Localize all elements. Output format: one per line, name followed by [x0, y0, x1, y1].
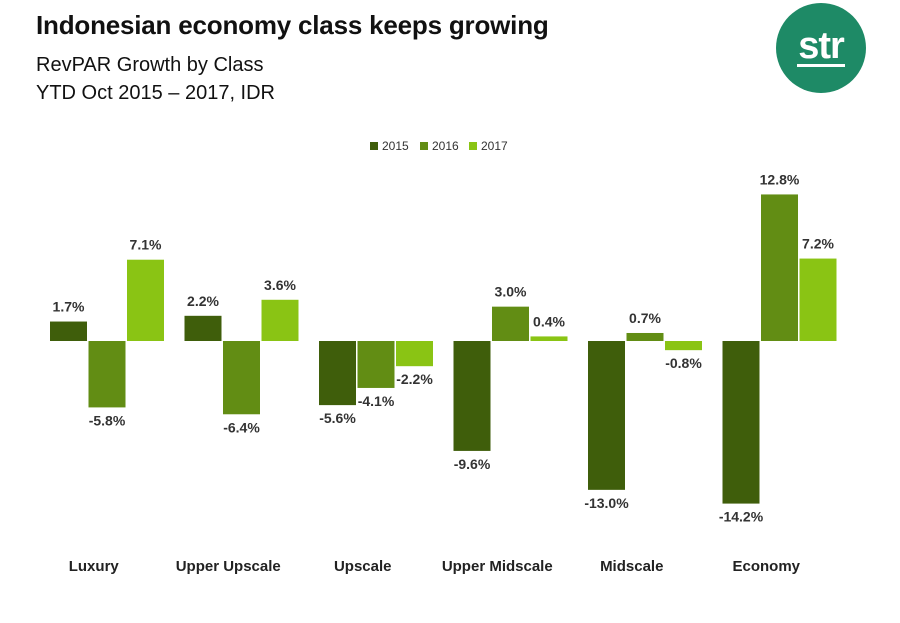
chart-title: Indonesian economy class keeps growing	[36, 10, 549, 40]
logo-text: str	[797, 24, 845, 67]
bar-luxury-2015	[50, 321, 87, 341]
category-label-upper-midscale: Upper Midscale	[442, 558, 553, 575]
legend-label-2015: 2015	[382, 139, 409, 153]
category-label-upscale: Upscale	[334, 558, 392, 575]
value-label-upscale-2015: -5.6%	[319, 410, 356, 426]
bar-upper-midscale-2016	[492, 306, 529, 341]
legend-swatch-2017	[469, 142, 477, 150]
value-label-luxury-2017: 7.1%	[130, 237, 162, 253]
chart-category-labels: Luxury Upper Upscale Upscale Upper Midscale…	[69, 558, 801, 575]
chart-bars	[50, 194, 837, 504]
value-label-upper-upscale-2017: 3.6%	[264, 277, 296, 293]
value-label-upper-midscale-2017: 0.4%	[533, 313, 565, 329]
value-label-economy-2017: 7.2%	[802, 236, 834, 252]
bar-midscale-2015	[588, 341, 625, 490]
bar-upper-upscale-2017	[261, 299, 299, 341]
value-label-economy-2015: -14.2%	[719, 509, 764, 525]
legend-swatch-2016	[420, 142, 428, 150]
chart-value-labels: 1.7% -5.8% 7.1% 2.2% -6.4% 3.6% -5.6%-4.1%-2.2…	[53, 171, 835, 524]
category-label-midscale: Midscale	[600, 558, 663, 575]
value-label-upper-midscale-2015: -9.6%	[454, 456, 491, 472]
bar-economy-2015	[722, 341, 760, 504]
value-label-luxury-2015: 1.7%	[53, 299, 85, 315]
bar-economy-2016	[761, 194, 798, 341]
chart-subtitle: RevPAR Growth by Class	[36, 54, 264, 76]
bar-upscale-2016	[357, 341, 395, 388]
value-label-upscale-2017: -2.2%	[396, 371, 433, 387]
bar-midscale-2017	[665, 341, 702, 351]
bar-midscale-2016	[626, 332, 664, 341]
bar-upper-midscale-2015	[453, 341, 491, 451]
value-label-upper-upscale-2015: 2.2%	[187, 293, 219, 309]
chart-legend: 2015 2016 2017	[370, 139, 508, 153]
bar-upscale-2015	[319, 341, 356, 406]
bar-luxury-2016	[88, 341, 126, 408]
category-label-upper-upscale: Upper Upscale	[176, 558, 281, 575]
bar-luxury-2017	[127, 259, 164, 341]
legend-label-2016: 2016	[432, 139, 459, 153]
bar-economy-2017	[799, 258, 837, 341]
value-label-upper-midscale-2016: 3.0%	[495, 284, 527, 300]
legend-swatch-2015	[370, 142, 378, 150]
category-label-economy: Economy	[732, 558, 800, 575]
chart-period: YTD Oct 2015 – 2017, IDR	[36, 82, 276, 104]
value-label-upper-upscale-2016: -6.4%	[223, 419, 260, 435]
bar-upper-upscale-2015	[184, 315, 222, 341]
value-label-midscale-2015: -13.0%	[584, 495, 629, 511]
category-label-luxury: Luxury	[69, 558, 120, 575]
bar-upper-upscale-2016	[223, 341, 260, 415]
value-label-midscale-2017: -0.8%	[665, 355, 702, 371]
value-label-luxury-2016: -5.8%	[89, 412, 126, 428]
value-label-upscale-2016: -4.1%	[358, 393, 395, 409]
value-label-economy-2016: 12.8%	[760, 171, 800, 187]
legend-label-2017: 2017	[481, 139, 508, 153]
str-logo: str	[776, 3, 866, 93]
value-label-midscale-2016: 0.7%	[629, 310, 661, 326]
bar-upscale-2017	[396, 341, 433, 367]
bar-upper-midscale-2017	[530, 336, 568, 341]
